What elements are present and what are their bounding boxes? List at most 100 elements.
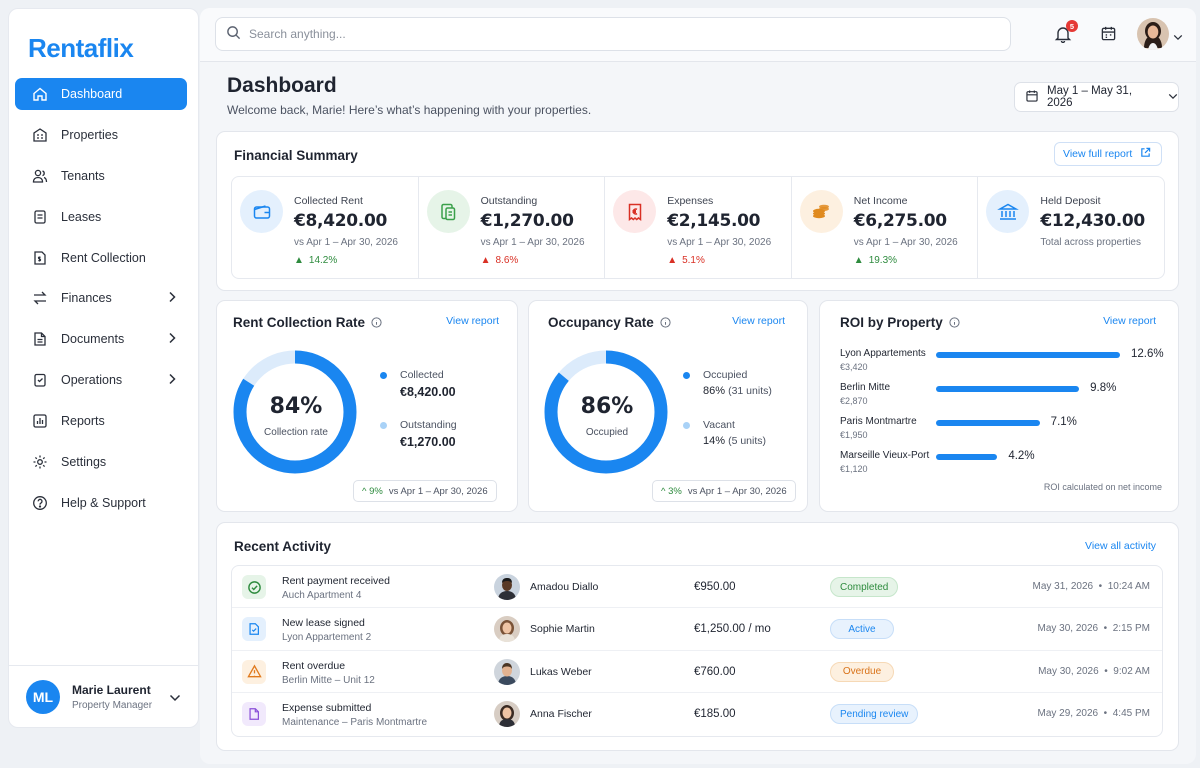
status-badge: Overdue: [830, 661, 894, 682]
metric-held-deposit[interactable]: Held Deposit €12,430.00 Total across pro…: [978, 177, 1164, 278]
sidebar-item-finances[interactable]: Finances: [15, 282, 187, 314]
metric-net-income[interactable]: Net Income €6,275.00 vs Apr 1 – Apr 30, …: [792, 177, 979, 278]
view-report-link[interactable]: View report: [732, 315, 785, 327]
activity-date: May 31, 2026: [1032, 581, 1094, 592]
gear-icon: [32, 454, 48, 470]
view-report-link[interactable]: View report: [1103, 315, 1156, 327]
activity-title: Expense submitted: [282, 702, 372, 715]
donut-percent: 84%: [269, 394, 323, 419]
calendar-button[interactable]: [1098, 25, 1118, 45]
view-report-link[interactable]: View report: [446, 315, 499, 327]
activity-person: Anna Fischer: [530, 708, 592, 721]
trend-up: ^ 3%: [661, 485, 682, 497]
arrow-up-icon: ▲: [667, 255, 678, 266]
info-icon[interactable]: [660, 316, 671, 331]
table-row[interactable]: Expense submitted Maintenance – Paris Mo…: [232, 693, 1162, 735]
sidebar-item-help[interactable]: Help & Support: [15, 487, 187, 519]
chevron-right-icon: [167, 291, 177, 306]
notifications-button[interactable]: 5: [1053, 20, 1078, 45]
sidebar-item-label: Rent Collection: [61, 250, 146, 265]
coins-icon: [799, 190, 843, 233]
roi-bar: [936, 386, 1080, 392]
activity-timestamp: May 29, 2026 • 4:45 PM: [1037, 708, 1150, 720]
wallet-icon: [240, 190, 283, 233]
status-badge: Active: [830, 619, 894, 640]
metric-compare: Total across properties: [1040, 237, 1141, 248]
table-row[interactable]: Rent payment received Auch Apartment 4 A…: [232, 566, 1162, 609]
occupancy-card: Occupancy Rate View report 86% Occupied …: [528, 300, 808, 512]
sidebar-item-tenants[interactable]: Tenants: [15, 160, 187, 192]
legend-dot: [380, 422, 387, 429]
legend-dot: [683, 372, 690, 379]
sidebar-item-leases[interactable]: Leases: [15, 201, 187, 233]
rent-collection-card: Rent Collection Rate View report 84% Col…: [216, 300, 518, 512]
table-row[interactable]: Rent overdue Berlin Mitte – Unit 12 Luka…: [232, 651, 1162, 694]
top-bar: 5: [200, 8, 1196, 62]
sidebar-item-dashboard[interactable]: Dashboard: [15, 78, 187, 110]
metric-expenses[interactable]: Expenses €2,145.00 vs Apr 1 – Apr 30, 20…: [605, 177, 792, 278]
metric-label: Outstanding: [480, 195, 538, 207]
chevron-down-icon[interactable]: [169, 691, 181, 705]
activity-amount: €1,250.00 / mo: [694, 623, 771, 636]
chevron-right-icon: [167, 332, 177, 347]
sidebar-item-label: Finances: [61, 291, 112, 306]
profile-avatar[interactable]: [1137, 18, 1169, 50]
avatar: [494, 658, 520, 685]
status-badge: Pending review: [830, 704, 919, 725]
sidebar-item-rent-collection[interactable]: Rent Collection: [15, 242, 187, 274]
sidebar-item-properties[interactable]: Properties: [15, 119, 187, 151]
chevron-down-icon[interactable]: [1173, 30, 1183, 44]
sidebar-item-settings[interactable]: Settings: [15, 446, 187, 478]
info-icon[interactable]: [949, 316, 960, 331]
roi-bar: [936, 420, 1040, 426]
roi-percent: 9.8%: [1090, 382, 1117, 394]
roi-row[interactable]: Lyon Appartements €3,420 12.6%: [840, 348, 1170, 378]
roi-row[interactable]: Paris Montmartre €1,950 7.1%: [840, 416, 1170, 446]
roi-row[interactable]: Marseille Vieux-Port €1,120 4.2%: [840, 450, 1170, 480]
table-row[interactable]: New lease signed Lyon Appartement 2 Soph…: [232, 608, 1162, 651]
donut-arc-occupied: [544, 350, 668, 474]
donut-percent: 86%: [580, 394, 634, 419]
receipt-icon: [32, 250, 48, 266]
activity-timestamp: May 31, 2026 • 10:24 AM: [1032, 581, 1151, 592]
activity-timestamp: May 30, 2026 • 2:15 PM: [1037, 623, 1150, 635]
help-icon: [32, 495, 48, 511]
view-full-report-button[interactable]: View full report: [1054, 142, 1162, 166]
view-all-activity-link[interactable]: View all activity: [1085, 540, 1156, 552]
metric-change-value: 5.1%: [682, 255, 705, 266]
metric-label: Net Income: [853, 195, 908, 207]
status-badge: Completed: [830, 577, 899, 597]
metric-compare: vs Apr 1 – Apr 30, 2026: [667, 237, 772, 248]
card-title-text: Rent Collection Rate: [233, 315, 366, 330]
metric-outstanding[interactable]: Outstanding €1,270.00 vs Apr 1 – Apr 30,…: [419, 177, 606, 278]
donut-caption: Occupied: [585, 427, 629, 438]
roi-property-name: Paris Montmartre: [840, 416, 917, 427]
metric-value: €12,430.00: [1040, 211, 1145, 231]
metric-change-value: 14.2%: [308, 255, 338, 266]
metric-collected-rent[interactable]: Collected Rent €8,420.00 vs Apr 1 – Apr …: [232, 177, 419, 278]
sidebar-item-label: Help & Support: [61, 495, 146, 510]
search-input[interactable]: [249, 27, 949, 41]
sidebar-item-operations[interactable]: Operations: [15, 364, 187, 396]
legend-dot: [380, 372, 387, 379]
legend-value: €8,420.00: [400, 385, 456, 399]
app-logo[interactable]: Rentaflix: [28, 33, 134, 63]
info-icon[interactable]: [371, 316, 382, 331]
occupancy-donut-chart: [544, 350, 668, 474]
search-bar[interactable]: [215, 17, 1011, 51]
metric-value: €1,270.00: [480, 211, 574, 231]
metric-change: ▲ 5.1%: [667, 255, 705, 266]
sidebar-item-reports[interactable]: Reports: [15, 405, 187, 437]
user-profile-card[interactable]: ML Marie Laurent Property Manager: [9, 665, 198, 727]
roi-bar: [936, 352, 1120, 358]
date-range-picker[interactable]: May 1 – May 31, 2026: [1014, 82, 1179, 112]
activity-subtitle: Maintenance – Paris Montmartre: [282, 717, 428, 729]
sidebar-item-documents[interactable]: Documents: [15, 323, 187, 355]
legend-outstanding: Outstanding €1,270.00: [380, 419, 457, 449]
roi-row[interactable]: Berlin Mitte €2,870 9.8%: [840, 382, 1170, 412]
collection-donut-chart: [233, 350, 357, 474]
legend-dot: [683, 422, 690, 429]
avatar: [494, 574, 520, 600]
metric-label: Expenses: [667, 195, 714, 207]
legend-occupied: Occupied 86% (31 units): [683, 369, 772, 397]
